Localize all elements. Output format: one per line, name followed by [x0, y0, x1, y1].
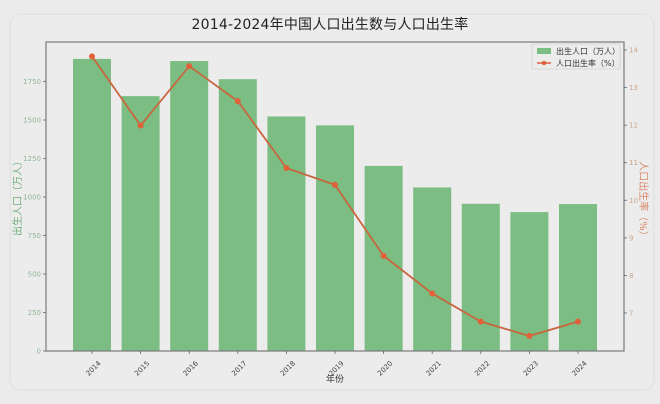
- bar: [267, 116, 306, 351]
- x-tick-label: 2014: [84, 359, 103, 378]
- line-series: [89, 53, 581, 339]
- x-tick-label: 2015: [133, 359, 151, 377]
- left-y-tick-label: 1500: [23, 117, 41, 125]
- line-point: [283, 164, 290, 171]
- bar: [413, 187, 452, 351]
- bar: [218, 79, 257, 351]
- legend: 出生人口（万人） 人口出生率（%）: [531, 43, 621, 70]
- left-y-axis-label: 出生人口（万人）: [11, 156, 24, 236]
- line-point: [380, 252, 387, 259]
- x-tick-label: 2021: [425, 359, 443, 377]
- line-point: [526, 332, 533, 339]
- line-point: [89, 53, 95, 60]
- bar: [461, 203, 500, 351]
- bar: [170, 61, 209, 351]
- bar: [316, 125, 354, 351]
- right-y-tick-label: 11: [629, 159, 638, 167]
- line-point: [234, 98, 241, 105]
- right-y-tick-label: 7: [629, 310, 633, 318]
- right-y-tick-label: 12: [629, 122, 638, 130]
- x-tick-label: 2024: [570, 359, 589, 378]
- left-y-tick-label: 0: [37, 348, 41, 356]
- bar: [73, 58, 111, 351]
- x-tick-label: 2018: [279, 359, 297, 377]
- x-tick-label: 2020: [376, 359, 394, 377]
- left-y-tick-label: 500: [28, 271, 41, 279]
- line-point: [186, 63, 193, 70]
- line-point: [137, 122, 144, 129]
- x-tick-label: 2016: [182, 359, 201, 378]
- right-y-tick-label: 14: [629, 47, 638, 55]
- left-y-tick-label: 250: [28, 309, 41, 317]
- right-y-tick-label: 8: [629, 272, 633, 280]
- right-y-axis: 7 8 9 10 11 12 13 14: [624, 47, 638, 318]
- left-y-tick-label: 1250: [23, 155, 41, 163]
- x-axis: 2014 2015 2016 2017 2018 2019 2020 2021 2022 2023…: [84, 351, 589, 378]
- left-y-tick-label: 750: [28, 232, 41, 240]
- line-point: [575, 318, 581, 325]
- x-tick-label: 2022: [473, 359, 491, 377]
- right-y-tick-label: 13: [629, 84, 638, 92]
- line-point: [477, 318, 484, 325]
- chart-title: 2014-2024年中国人口出生数与人口出生率: [191, 17, 469, 33]
- legend-bar-label: 出生人口（万人）: [556, 46, 620, 56]
- line-point: [429, 290, 436, 297]
- bar: [559, 204, 597, 351]
- x-tick-label: 2017: [230, 359, 248, 377]
- x-tick-label: 2023: [522, 359, 540, 377]
- right-y-axis-label: 人口出生率（%）: [637, 161, 650, 241]
- bar-series: [73, 58, 597, 351]
- x-axis-label: 年份: [326, 373, 344, 385]
- bar: [510, 212, 549, 351]
- bar: [121, 96, 160, 351]
- right-y-tick-label: 9: [629, 234, 633, 242]
- left-y-tick-label: 1750: [23, 78, 41, 86]
- left-y-axis: 0 250 500 750 1000 1250 1500 1750: [23, 78, 46, 356]
- left-y-tick-label: 1000: [23, 194, 41, 202]
- line-point: [332, 181, 338, 188]
- right-y-tick-label: 10: [629, 197, 638, 205]
- legend-line-label: 人口出生率（%）: [556, 58, 620, 68]
- legend-bar-swatch: [537, 48, 551, 54]
